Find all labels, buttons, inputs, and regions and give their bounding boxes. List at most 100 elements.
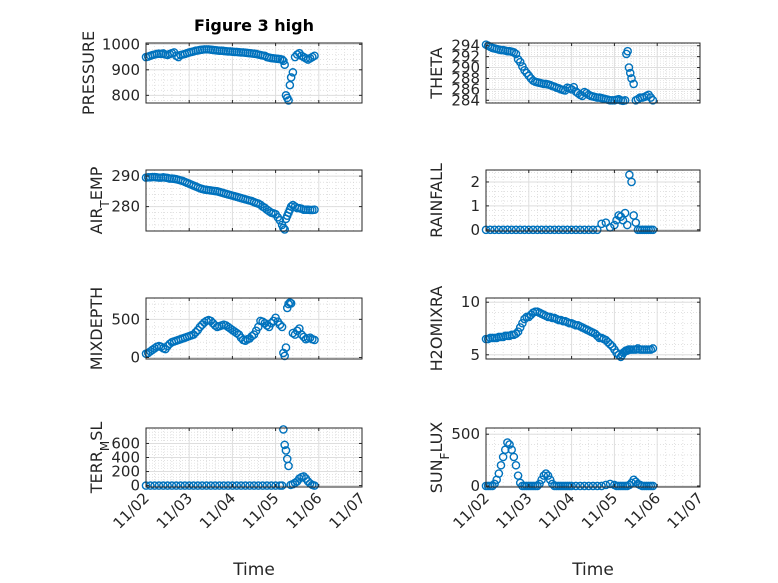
data-point (280, 60, 289, 70)
data-point (197, 481, 207, 490)
data-point (558, 225, 568, 235)
data-point (305, 333, 315, 342)
data-point (620, 208, 630, 218)
data-point (518, 318, 527, 328)
data-point (584, 481, 594, 491)
y-tick-label: 200 (111, 463, 140, 481)
data-point (620, 95, 630, 105)
data-point (280, 440, 289, 450)
data-point (580, 225, 589, 235)
data-point (513, 327, 523, 336)
data-point (277, 481, 287, 490)
panel-rainfall: 0 1 2 RAINFALL (427, 163, 701, 239)
y-axis-label: THETA (427, 47, 446, 99)
data-point (571, 225, 581, 235)
data-point (191, 328, 200, 337)
x-tick-label: 11/02 (110, 489, 153, 532)
data-point (281, 446, 291, 455)
data-point (627, 177, 636, 187)
x-tick-label: 11/02 (450, 489, 493, 532)
y-tick-label: 286 (451, 80, 480, 98)
data-point (625, 68, 635, 78)
data-point (189, 481, 198, 490)
y-tick-label: 1000 (102, 35, 140, 53)
y-tick-label: 1 (470, 197, 480, 215)
data-point (490, 225, 499, 235)
data-point (569, 82, 579, 92)
data-point (623, 46, 632, 56)
data-point (219, 481, 229, 490)
x-tick-label: 11/07 (326, 489, 369, 532)
data-point (262, 321, 272, 330)
data-point (537, 225, 546, 235)
plot-area (486, 170, 700, 231)
data-point (249, 481, 259, 490)
data-point (515, 225, 525, 235)
y-axis-label: RAINFALL (427, 163, 446, 238)
data-point (247, 331, 257, 341)
data-point (567, 481, 576, 491)
data-point (150, 481, 159, 490)
data-point (154, 481, 164, 490)
data-point (171, 481, 181, 490)
data-point (284, 461, 293, 471)
x-tick-label: 11/04 (196, 489, 239, 532)
data-point (511, 225, 521, 235)
data-point (202, 481, 211, 490)
data-point (176, 481, 185, 490)
data-point (524, 225, 534, 235)
data-point (511, 49, 521, 59)
data-point (310, 51, 319, 61)
data-point (582, 88, 591, 98)
y-tick-label: 0 (130, 477, 140, 495)
data-point (258, 481, 267, 490)
data-point (286, 73, 296, 82)
data-point (494, 225, 504, 235)
y-tick-label: 5 (470, 346, 480, 364)
y-tick-label: 290 (451, 59, 480, 77)
data-point (275, 216, 285, 225)
data-point (597, 481, 606, 491)
axes-box (145, 42, 363, 104)
data-point (236, 481, 246, 490)
y-tick-label: 0 (470, 477, 480, 495)
data-point (271, 481, 280, 490)
y-axis-label: H2OMIXRA (427, 286, 446, 372)
data-point (580, 481, 589, 491)
y-tick-label: 600 (111, 434, 140, 452)
data-point (498, 225, 508, 235)
data-point (310, 481, 319, 490)
x-tick-label: 11/06 (282, 489, 325, 532)
data-point (648, 95, 658, 105)
data-point (180, 481, 190, 490)
y-axis-label: PRESSURE (79, 31, 98, 115)
data-point (511, 460, 521, 470)
data-point (297, 330, 306, 339)
data-point (550, 225, 559, 235)
axes-box (485, 297, 701, 360)
data-point (280, 351, 289, 361)
axes-box (485, 427, 701, 488)
plot-area (486, 428, 700, 487)
data-point (624, 63, 634, 72)
data-point (533, 481, 542, 491)
data-point (266, 481, 276, 490)
data-point (279, 56, 288, 66)
data-point (567, 225, 576, 235)
data-point (189, 330, 198, 339)
data-point (275, 320, 285, 329)
axes-box (485, 169, 701, 232)
data-point (575, 481, 585, 491)
x-axis-label: Time (571, 560, 614, 580)
data-point (241, 336, 250, 346)
data-point (520, 225, 529, 235)
y-tick-label: 800 (111, 86, 140, 104)
axes-box (485, 42, 701, 104)
data-point (299, 472, 308, 481)
data-point (167, 481, 177, 490)
data-point (284, 96, 293, 105)
data-point (545, 475, 555, 485)
data-point (245, 481, 254, 490)
data-point (254, 481, 263, 490)
